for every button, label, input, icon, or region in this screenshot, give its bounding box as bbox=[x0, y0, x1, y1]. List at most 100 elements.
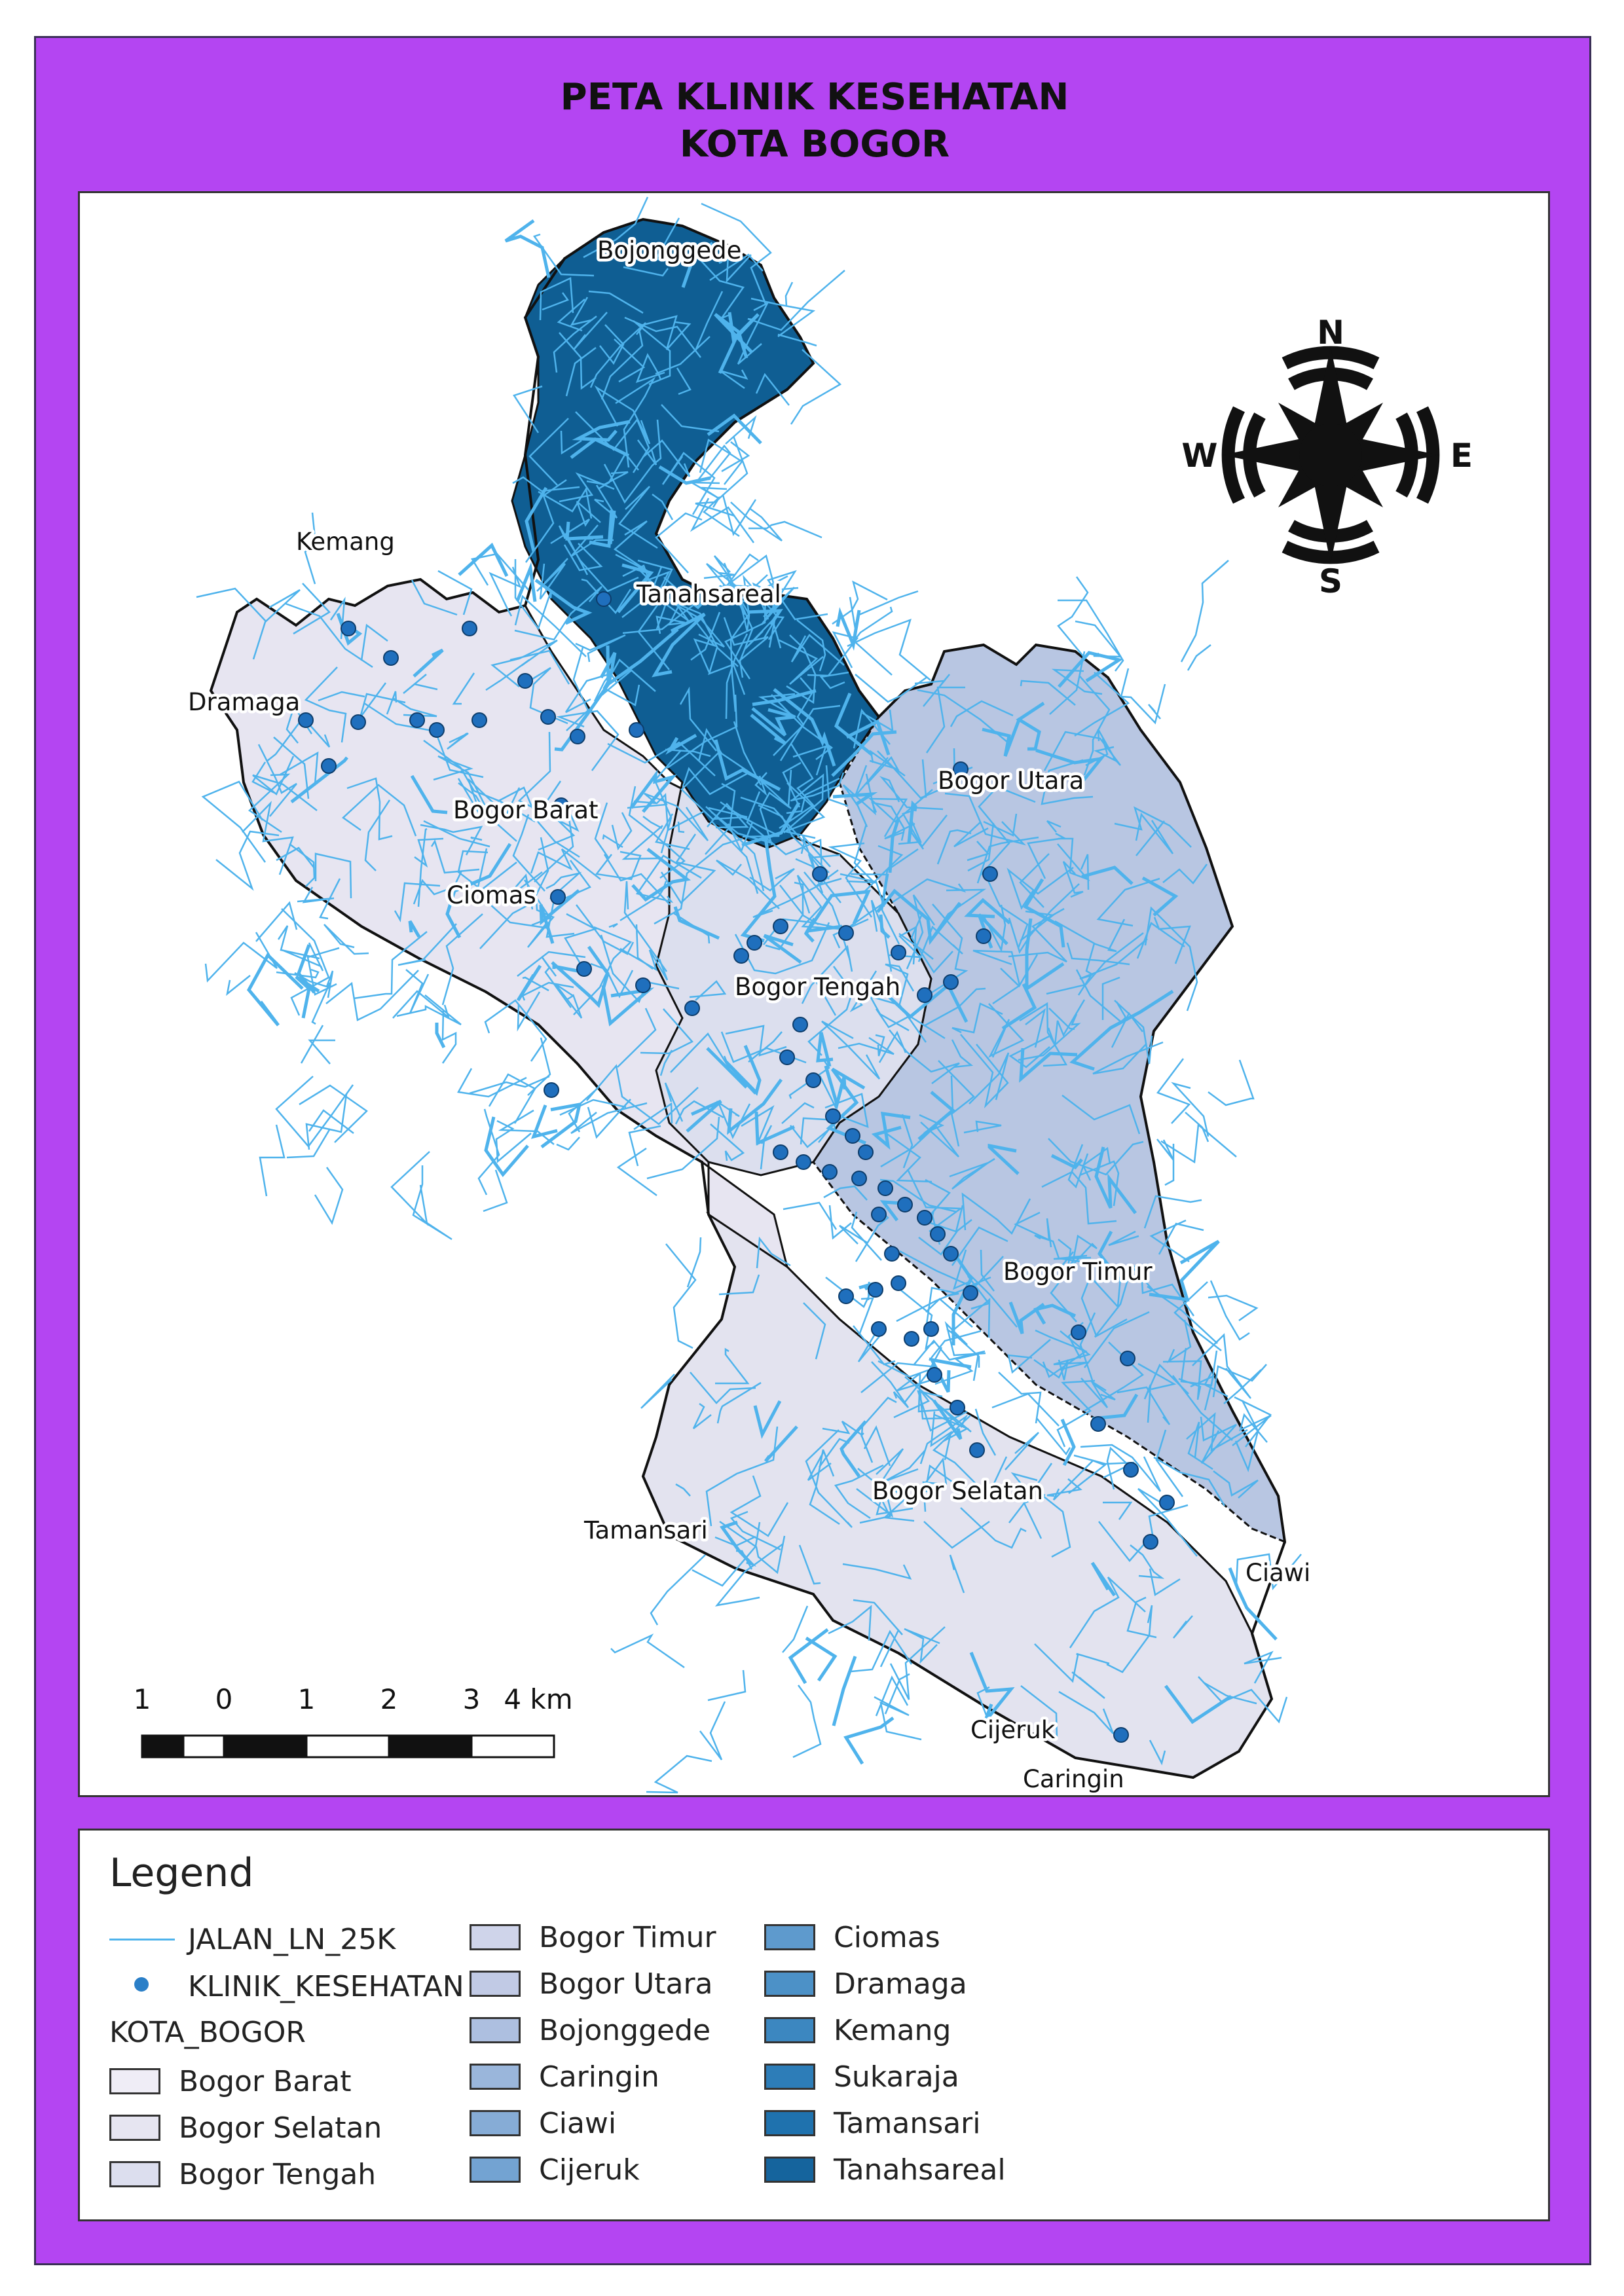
clinic-point[interactable] bbox=[963, 1285, 978, 1301]
clinic-point[interactable] bbox=[747, 935, 762, 951]
road-segment bbox=[664, 1082, 684, 1122]
clinic-point[interactable] bbox=[927, 1367, 942, 1383]
clinic-point[interactable] bbox=[1071, 1324, 1086, 1340]
road-segment bbox=[1073, 1454, 1135, 1479]
clinic-point[interactable] bbox=[773, 1144, 788, 1160]
clinic-point[interactable] bbox=[1120, 1351, 1135, 1366]
road-segment bbox=[1057, 837, 1091, 881]
clinic-point[interactable] bbox=[871, 1321, 887, 1337]
clinic-point[interactable] bbox=[1123, 1462, 1139, 1478]
clinic-point[interactable] bbox=[341, 621, 356, 636]
clinic-point[interactable] bbox=[298, 712, 314, 728]
clinic-point[interactable] bbox=[822, 1164, 838, 1180]
clinic-point[interactable] bbox=[884, 1246, 900, 1262]
road-segment bbox=[644, 792, 709, 841]
clinic-point[interactable] bbox=[321, 758, 337, 774]
road-segment bbox=[815, 981, 845, 1016]
scale-tick-5: 4 km bbox=[504, 1683, 572, 1715]
road-segment bbox=[490, 639, 558, 687]
clinic-point[interactable] bbox=[923, 1321, 939, 1337]
clinic-point[interactable] bbox=[779, 1049, 795, 1065]
clinic-point[interactable] bbox=[969, 1442, 985, 1458]
clinic-points[interactable] bbox=[298, 591, 1175, 1743]
road-segment bbox=[752, 582, 799, 620]
clinic-point[interactable] bbox=[517, 673, 533, 689]
road-segment bbox=[825, 765, 849, 807]
clinic-point[interactable] bbox=[904, 1331, 919, 1347]
clinic-point[interactable] bbox=[868, 1282, 883, 1298]
clinic-point[interactable] bbox=[550, 889, 566, 905]
clinic-point[interactable] bbox=[462, 621, 477, 636]
road-segment bbox=[883, 1130, 932, 1183]
road-segment bbox=[1223, 1369, 1262, 1404]
clinic-point[interactable] bbox=[596, 591, 612, 607]
road-segment bbox=[967, 1272, 1018, 1328]
clinic-point[interactable] bbox=[684, 1000, 700, 1016]
clinic-point[interactable] bbox=[805, 1072, 821, 1088]
clinic-point[interactable] bbox=[733, 948, 749, 964]
clinic-point[interactable] bbox=[635, 977, 651, 993]
clinic-point[interactable] bbox=[429, 722, 445, 738]
road-segment bbox=[1204, 1372, 1228, 1398]
clinic-point[interactable] bbox=[544, 1082, 559, 1098]
road-segment bbox=[1092, 1041, 1164, 1075]
road-segment bbox=[836, 607, 861, 651]
clinic-point[interactable] bbox=[796, 1154, 811, 1170]
clinic-point[interactable] bbox=[877, 1180, 893, 1196]
clinic-point[interactable] bbox=[1143, 1534, 1158, 1550]
road-segment bbox=[876, 1448, 904, 1485]
clinic-point[interactable] bbox=[350, 714, 366, 730]
clinic-point[interactable] bbox=[471, 712, 487, 728]
clinic-point[interactable] bbox=[891, 945, 906, 960]
road-segment bbox=[725, 1045, 762, 1096]
road-segment bbox=[740, 796, 805, 854]
clinic-point[interactable] bbox=[950, 1400, 965, 1415]
map-panel[interactable]: Bojonggede Tanahsareal Kemang Dramaga Bo… bbox=[78, 191, 1550, 1797]
clinic-point[interactable] bbox=[891, 1275, 906, 1291]
clinic-point[interactable] bbox=[976, 928, 991, 944]
clinic-point[interactable] bbox=[540, 709, 556, 725]
road-segment bbox=[853, 708, 891, 749]
clinic-point[interactable] bbox=[570, 729, 585, 744]
clinic-point[interactable] bbox=[930, 1226, 946, 1242]
clinic-point[interactable] bbox=[1113, 1727, 1129, 1743]
clinic-point[interactable] bbox=[845, 1128, 860, 1144]
clinic-point[interactable] bbox=[851, 1171, 867, 1186]
clinic-point[interactable] bbox=[858, 1144, 874, 1160]
compass-e: E bbox=[1450, 437, 1473, 475]
clinic-point[interactable] bbox=[982, 866, 998, 882]
map-canvas[interactable]: Bojonggede Tanahsareal Kemang Dramaga Bo… bbox=[80, 193, 1548, 1795]
road-segment bbox=[552, 964, 578, 973]
clinic-point[interactable] bbox=[838, 925, 854, 941]
road-segment bbox=[289, 843, 316, 887]
road-segment bbox=[988, 1003, 1025, 1058]
clinic-point[interactable] bbox=[838, 1288, 854, 1304]
clinic-point[interactable] bbox=[953, 761, 969, 777]
clinic-point[interactable] bbox=[792, 1017, 808, 1032]
clinic-point[interactable] bbox=[943, 974, 959, 990]
road-segment bbox=[565, 521, 604, 541]
clinic-point[interactable] bbox=[917, 987, 932, 1003]
road-segment bbox=[1173, 1615, 1193, 1639]
road-segment bbox=[1016, 701, 1045, 751]
clinic-point[interactable] bbox=[812, 866, 828, 882]
clinic-point[interactable] bbox=[825, 1108, 841, 1124]
road-segment bbox=[488, 1073, 536, 1124]
clinic-point[interactable] bbox=[871, 1207, 887, 1222]
legend-swatch bbox=[109, 2115, 160, 2141]
road-segment bbox=[782, 761, 802, 808]
clinic-point[interactable] bbox=[409, 712, 425, 728]
clinic-point[interactable] bbox=[1159, 1495, 1175, 1510]
clinic-point[interactable] bbox=[773, 919, 788, 934]
clinic-point[interactable] bbox=[383, 650, 399, 666]
clinic-point[interactable] bbox=[553, 797, 569, 813]
clinic-point[interactable] bbox=[897, 1197, 913, 1212]
road-segment bbox=[783, 1201, 838, 1230]
road-segment bbox=[663, 577, 732, 608]
clinic-point[interactable] bbox=[917, 1210, 932, 1226]
clinic-point[interactable] bbox=[629, 722, 644, 738]
clinic-point[interactable] bbox=[1090, 1416, 1106, 1432]
road-segment bbox=[226, 975, 251, 996]
clinic-point[interactable] bbox=[576, 961, 592, 977]
clinic-point[interactable] bbox=[943, 1246, 959, 1262]
